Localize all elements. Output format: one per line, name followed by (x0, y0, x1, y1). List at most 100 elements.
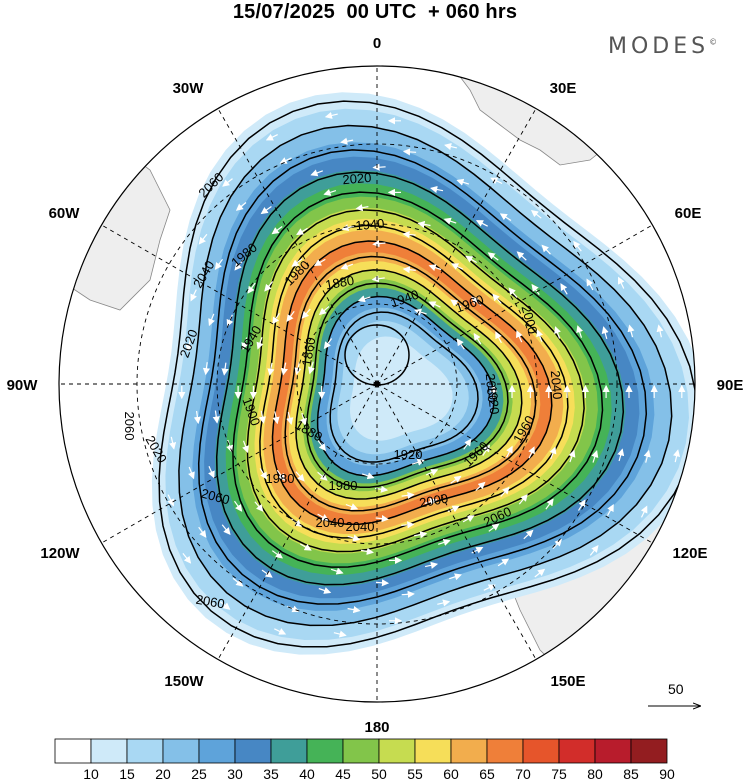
brand-mark: © (709, 37, 718, 47)
wind-vector (272, 411, 280, 425)
wind-vector (276, 469, 285, 481)
contour-label: 2040 (548, 370, 565, 400)
wind-vector (208, 313, 215, 327)
meridian-line (217, 383, 378, 660)
map-border (58, 65, 696, 703)
wind-vector (264, 281, 274, 292)
colorbar-tick-label: 15 (119, 766, 135, 782)
wind-vector (310, 169, 324, 177)
colorbar-tick-label: 40 (299, 766, 315, 782)
wind-vector (617, 448, 625, 462)
wind-vector (402, 148, 417, 156)
contour-label-text: 2080 (483, 373, 500, 403)
lat-lon-grid (59, 66, 695, 702)
wind-vector (617, 276, 625, 289)
wind-vector (475, 220, 488, 227)
wind-vector (516, 330, 523, 343)
wind-vector (573, 240, 582, 252)
longitude-label: 30E (550, 80, 577, 97)
wind-vector (272, 312, 280, 325)
wind-vector (444, 143, 458, 151)
colorbar-tick-label: 10 (83, 766, 99, 782)
wind-vector (492, 293, 502, 304)
colorbar-tick-label: 30 (227, 766, 243, 782)
colorbar-swatch (522, 738, 560, 764)
wind-vector (424, 498, 438, 505)
latitude-circle (136, 143, 618, 625)
colorbar-swatch (378, 738, 416, 764)
colorbar-tick-label: 45 (335, 766, 351, 782)
wind-vector (488, 523, 500, 532)
contour-label-text: 2060 (122, 412, 137, 441)
wind-vector (456, 338, 465, 350)
wind-vector (242, 440, 249, 454)
wind-vector (185, 339, 193, 353)
longitude-label: 180 (364, 719, 389, 736)
longitude-label: 90W (7, 377, 39, 394)
wind-vector (401, 521, 415, 529)
wind-vector (234, 260, 244, 271)
wind-vector (301, 308, 311, 319)
wind-vector (437, 599, 451, 607)
wind-vector (497, 558, 510, 567)
wind-vector (219, 601, 231, 610)
wind-vector (438, 539, 451, 546)
wind-vector (401, 491, 415, 499)
contour-label: 1920 (485, 385, 502, 415)
wind-vector (323, 338, 333, 350)
contour-label-text: 2060 (199, 486, 231, 508)
colorbar-swatch (234, 738, 272, 764)
wind-vector (516, 251, 527, 261)
wind-vector (528, 446, 535, 459)
wind-vector (323, 189, 337, 196)
colorbar-swatch (414, 738, 452, 764)
wind-vector (340, 137, 354, 145)
contour-label-text: 1920 (394, 447, 423, 462)
wind-vector (300, 412, 308, 426)
wind-vector (523, 529, 534, 540)
wind-vector (656, 324, 664, 338)
wind-vector (190, 289, 197, 302)
wind-vector (560, 283, 568, 295)
contour-label: 1880 (324, 273, 355, 293)
meridian-line (376, 383, 537, 660)
longitude-label: 90E (717, 377, 744, 394)
wind-vector (313, 258, 326, 267)
wind-vector (259, 468, 268, 480)
brand-name: MODES (608, 34, 710, 59)
longitude-label: 60W (49, 205, 81, 222)
wind-vector (271, 550, 283, 559)
contour-label: 2040 (316, 515, 345, 530)
brand-logo: MODES© (608, 34, 717, 59)
colorbar-swatch (630, 738, 668, 764)
wind-vector (456, 178, 470, 186)
wind-vector (589, 545, 599, 556)
wind-vector (300, 543, 312, 551)
wind-vector (402, 230, 416, 239)
contour-label: 2080 (483, 373, 500, 403)
wind-vector (576, 325, 584, 338)
wind-vector (317, 440, 326, 452)
wind-vector (169, 436, 177, 450)
wind-vector (296, 227, 308, 235)
wind-vector (265, 133, 278, 141)
wind-vector (577, 499, 586, 511)
colorbar-tick-label: 70 (515, 766, 531, 782)
wind-vector (222, 178, 233, 187)
wind-vector (198, 526, 207, 538)
wind-vector (606, 504, 614, 516)
wind-vector (506, 445, 513, 458)
wind-vector (627, 324, 635, 338)
contour-label: 2040 (346, 519, 375, 534)
wind-vector (463, 438, 472, 450)
wind-vector (518, 493, 528, 505)
longitude-label: 120E (672, 545, 707, 562)
wind-vector (643, 449, 651, 463)
south-pole-marker (374, 381, 380, 387)
wind-vector (449, 573, 462, 581)
wind-vector (586, 278, 594, 291)
height-contour (259, 224, 569, 539)
contour-label: 2060 (122, 412, 137, 441)
wind-vector (568, 449, 576, 463)
wind-vector (549, 446, 557, 460)
